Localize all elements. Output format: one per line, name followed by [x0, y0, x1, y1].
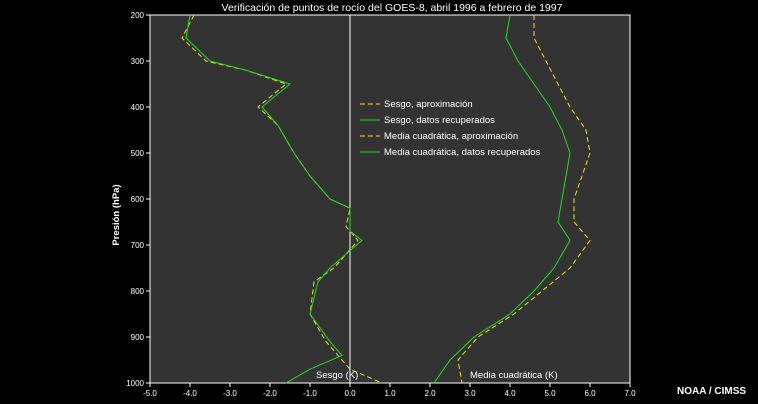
x-tick-label: -2.0 [263, 389, 277, 398]
y-tick-label: 800 [131, 287, 145, 296]
legend: Sesgo, aproximación Sesgo, datos recupera… [360, 99, 541, 158]
y-tick-label: 900 [131, 333, 145, 342]
legend-label: Media cuadrática, datos recuperados [384, 147, 541, 158]
y-tick-label: 1000 [126, 379, 144, 388]
x-tick-label: 7.0 [624, 389, 636, 398]
x-tick-label: -1.0 [303, 389, 317, 398]
x-tick-label: 5.0 [544, 389, 556, 398]
y-tick-label: 500 [131, 149, 145, 158]
legend-label: Sesgo, datos recuperados [384, 115, 495, 126]
series-line-media-cuadratica-datos-recuperados [433, 14, 571, 384]
credit-label: NOAA / CIMSS [677, 386, 747, 397]
x-tick-label: -5.0 [143, 389, 157, 398]
x-tick-label: -3.0 [223, 389, 237, 398]
y-tick-label: 300 [131, 57, 145, 66]
x-tick-label: -4.0 [183, 389, 197, 398]
x-tick-label: 1.0 [384, 389, 396, 398]
rms-axis-label: Media cuadrática (K) [470, 370, 558, 381]
x-axis: -5.0 -4.0 -3.0 -2.0 -1.0 0.0 1.0 2.0 3.0 4.0 5.0 6.… [143, 383, 636, 398]
y-tick-label: 700 [131, 241, 145, 250]
series-line-sesgo-datos-recuperados [185, 14, 363, 384]
y-tick-label: 200 [131, 11, 145, 20]
y-tick-label: 600 [131, 195, 145, 204]
x-tick-label: 4.0 [504, 389, 516, 398]
x-tick-label: 0.0 [344, 389, 356, 398]
x-tick-label: 6.0 [584, 389, 596, 398]
y-axis: 200 300 400 500 600 700 800 900 1000 [126, 11, 150, 388]
bias-axis-label: Sesgo (K) [316, 370, 358, 381]
legend-label: Sesgo, aproximación [384, 99, 473, 110]
x-tick-label: 3.0 [464, 389, 476, 398]
y-tick-label: 400 [131, 103, 145, 112]
x-tick-label: 2.0 [424, 389, 436, 398]
series-layer [181, 14, 591, 384]
series-line-media-cuadratica-aproximacion [457, 15, 591, 384]
plot-area [149, 14, 631, 384]
legend-label: Media cuadrática, aproximación [384, 131, 518, 142]
y-axis-title: Presión (hPa) [111, 184, 122, 245]
chart-title: Verificación de puntos de rocío del GOES… [222, 2, 563, 14]
